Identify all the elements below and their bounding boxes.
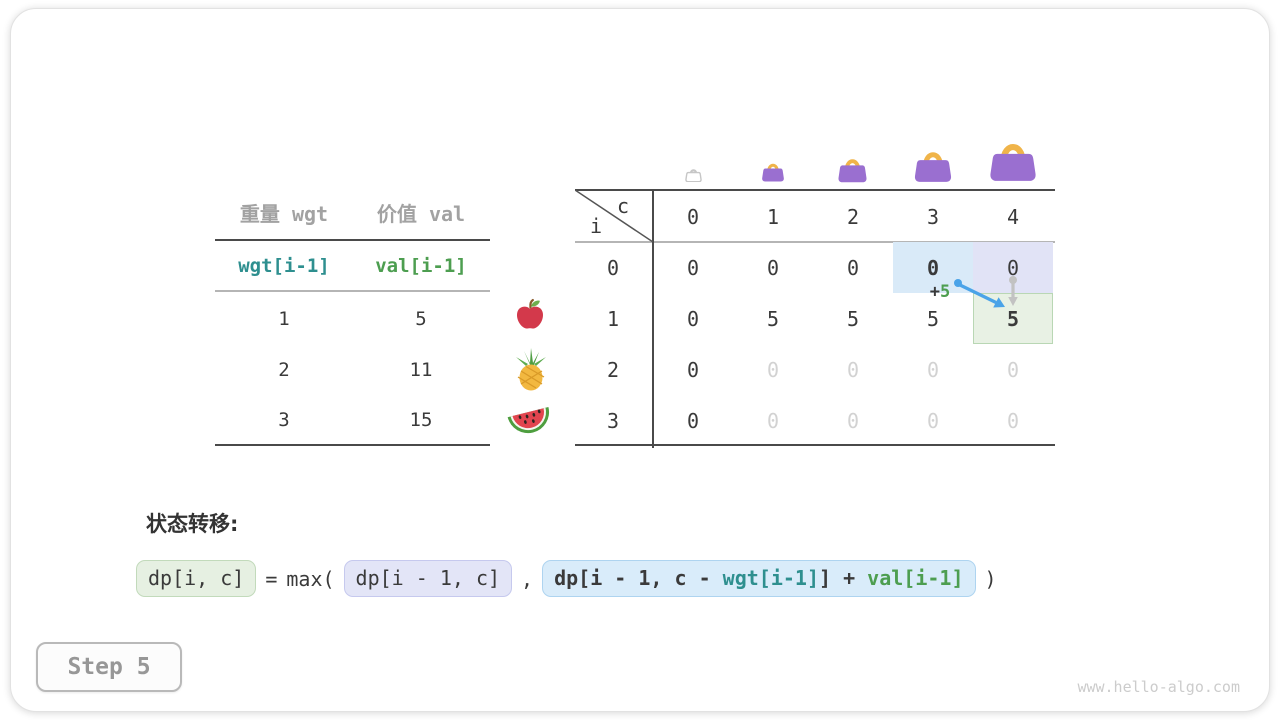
dp-table-rule-vertical (652, 189, 654, 448)
formula-max-open: max( (286, 566, 335, 591)
dp-table-rule-header (575, 241, 1055, 243)
step-badge: Step 5 (36, 642, 182, 692)
dp-row-header-1: 1 (606, 306, 620, 331)
watermark: www.hello-algo.com (1077, 678, 1240, 696)
dp-cell-2-3: 0 (926, 357, 940, 382)
dp-row-header-2: 2 (606, 357, 620, 382)
dp-axis-row-label: i (590, 214, 603, 238)
watermelon-icon (507, 407, 549, 434)
bag-medium-icon (838, 159, 867, 183)
items-header-weight: 重量 wgt (239, 202, 329, 226)
pineapple-icon (516, 348, 546, 391)
formula-lhs: dp[i, c] (136, 560, 257, 597)
item-row-2-val: 11 (409, 359, 433, 381)
dp-cell-3-2: 0 (846, 408, 860, 433)
formula-arg2-prefix: dp[i - 1, c - (554, 566, 723, 590)
item-row-2-wgt: 2 (278, 359, 290, 381)
dp-cell-1-2: 5 (846, 306, 860, 331)
dp-axis-col-label: c (617, 194, 630, 218)
dp-cell-3-1: 0 (766, 408, 780, 433)
dp-cell-2-1: 0 (766, 357, 780, 382)
added-value: 5 (940, 282, 951, 302)
dp-row-header-0: 0 (606, 255, 620, 280)
plus-sign: + (929, 282, 940, 302)
dp-corner-diagonal (575, 190, 653, 242)
dp-col-header-4: 4 (1006, 205, 1020, 229)
bag-empty-icon (685, 169, 702, 182)
dp-cell-0-1: 0 (766, 255, 780, 280)
items-header-value: 价值 val (376, 202, 466, 226)
dp-cell-3-0: 0 (686, 408, 700, 433)
formula-arg1: dp[i - 1, c] (343, 560, 513, 597)
items-subheader-wgt: wgt[i-1] (238, 255, 330, 277)
down-arrow-icon (1008, 276, 1018, 306)
formula-arg2-wgt: wgt[i-1] (722, 566, 819, 590)
item-row-1-val: 5 (415, 308, 427, 330)
dp-cell-0-0: 0 (686, 255, 700, 280)
dp-col-header-3: 3 (926, 205, 940, 229)
bag-small-icon (762, 163, 784, 182)
formula-arg2-mid: ] + (819, 566, 868, 590)
dp-cell-2-4: 0 (1006, 357, 1020, 382)
item-row-3-val: 15 (409, 409, 433, 431)
transition-annotation: +5 (905, 282, 975, 302)
dp-cell-0-2: 0 (846, 255, 860, 280)
dp-cell-1-0: 0 (686, 306, 700, 331)
transition-arrows (954, 276, 1018, 308)
formula-equals: = (265, 566, 278, 591)
formula-arg2: dp[i - 1, c - wgt[i-1]] + val[i-1] (542, 560, 976, 597)
dp-table-rule-bottom (575, 444, 1055, 446)
dp-cell-2-0: 0 (686, 357, 700, 382)
diagonal-arrow-icon (954, 279, 1005, 308)
bag-xlarge-icon (990, 144, 1036, 181)
dp-col-header-0: 0 (686, 205, 700, 229)
transition-title: 状态转移: (146, 512, 239, 536)
items-subheader-val: val[i-1] (375, 255, 467, 277)
dp-col-header-1: 1 (766, 205, 780, 229)
dp-cell-3-3: 0 (926, 408, 940, 433)
apple-icon (516, 298, 544, 329)
item-row-3-wgt: 3 (278, 409, 290, 431)
items-table-rule-mid (215, 290, 490, 292)
items-table-rule-top (215, 239, 490, 241)
item-row-1-wgt: 1 (278, 308, 290, 330)
dp-cell-1-1: 5 (766, 306, 780, 331)
items-table-rule-bottom (215, 444, 490, 446)
dp-cell-2-2: 0 (846, 357, 860, 382)
dp-row-header-3: 3 (606, 408, 620, 433)
dp-cell-1-3: 5 (926, 306, 940, 331)
dp-col-header-2: 2 (846, 205, 860, 229)
formula-comma: , (521, 566, 534, 591)
dp-cell-3-4: 0 (1006, 408, 1020, 433)
dp-table-rule-top (575, 189, 1055, 191)
transition-formula: dp[i, c] = max( dp[i - 1, c] , dp[i - 1,… (136, 560, 997, 597)
formula-arg2-val: val[i-1] (867, 566, 964, 590)
bag-large-icon (914, 152, 952, 182)
formula-close-paren: ) (984, 566, 997, 591)
